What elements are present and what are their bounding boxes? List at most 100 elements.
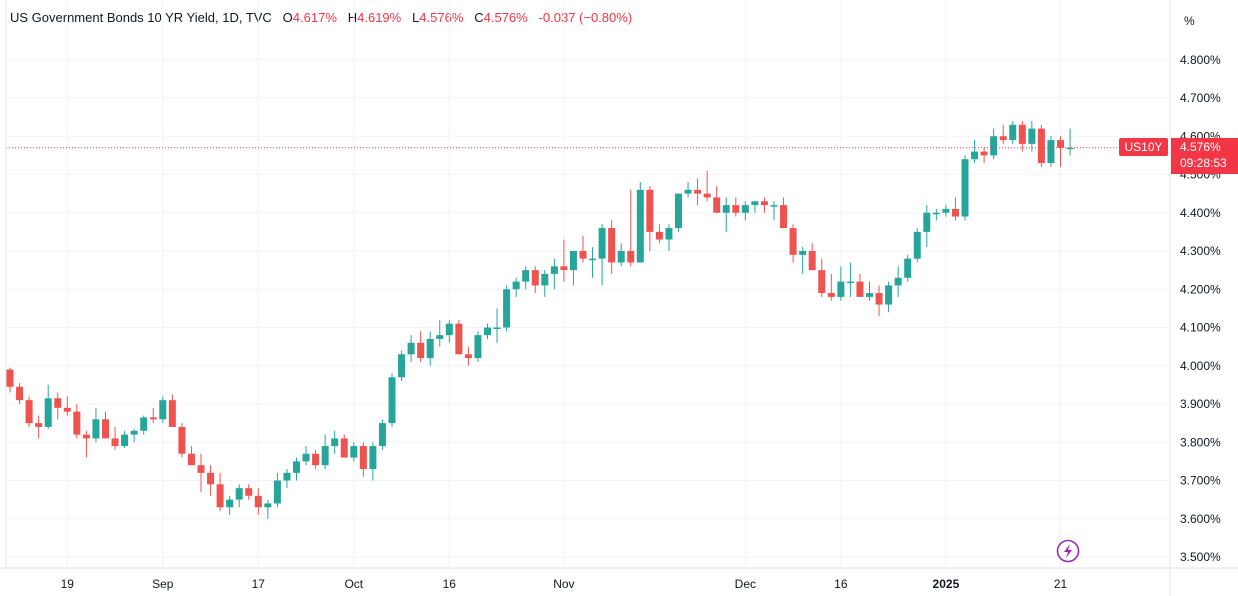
- candle-body: [235, 488, 243, 500]
- candle: [808, 243, 816, 271]
- time-tick-label: 21: [1054, 577, 1068, 591]
- candle-body: [350, 446, 358, 458]
- candle-body: [646, 189, 654, 232]
- candle-body: [407, 342, 415, 355]
- price-unit-label[interactable]: %: [1184, 14, 1195, 28]
- candle: [608, 220, 616, 274]
- candle: [980, 147, 988, 164]
- candle: [760, 197, 768, 213]
- candle: [990, 128, 998, 160]
- candle: [522, 266, 530, 290]
- candle-body: [226, 499, 234, 508]
- candle-body: [436, 335, 444, 339]
- candle-body: [961, 159, 969, 217]
- candle-body: [359, 446, 367, 470]
- low-value: 4.576%: [419, 10, 464, 25]
- candle-body: [302, 453, 310, 462]
- price-tick-label: 3.900%: [1180, 397, 1221, 411]
- candle: [178, 423, 186, 458]
- symbol-title: US Government Bonds 10 YR Yield, 1D, TVC: [10, 10, 272, 25]
- high-value: 4.619%: [357, 10, 402, 25]
- candle: [770, 201, 778, 221]
- candle-body: [894, 277, 902, 286]
- candle-body: [770, 205, 778, 207]
- candle: [159, 396, 167, 424]
- candle-body: [159, 400, 167, 420]
- candle: [16, 382, 24, 404]
- candle: [35, 415, 43, 439]
- candle: [942, 205, 950, 217]
- candle: [751, 201, 759, 213]
- candle: [331, 430, 339, 454]
- candle: [1018, 120, 1026, 152]
- time-tick-label: 17: [252, 577, 266, 591]
- candle: [340, 434, 348, 458]
- candle: [655, 224, 663, 244]
- close-value: 4.576%: [483, 10, 528, 25]
- candle: [675, 193, 682, 232]
- candle: [971, 140, 979, 164]
- candle-body: [560, 266, 568, 271]
- candle-body: [35, 423, 43, 427]
- candle: [283, 469, 291, 489]
- candle: [149, 407, 157, 424]
- time-axis[interactable]: 19 Sep 17 Oct 16 Nov Dec 16 2025 21: [61, 577, 1068, 591]
- candle: [398, 350, 406, 382]
- candle: [961, 155, 969, 221]
- candle: [273, 472, 281, 508]
- candle: [197, 453, 205, 492]
- candle-body: [627, 251, 635, 263]
- candle: [722, 197, 730, 232]
- price-tick-label: 4.700%: [1180, 91, 1221, 105]
- candle: [102, 411, 109, 439]
- candle: [885, 281, 893, 313]
- candle: [92, 407, 100, 443]
- candle: [799, 247, 807, 274]
- candle: [321, 434, 329, 470]
- candle-body: [1037, 128, 1045, 164]
- candle-body: [378, 423, 386, 447]
- price-axis[interactable]: 3.500% 3.600% 3.700% 3.800% 3.900% 4.000% 4.10…: [1180, 53, 1221, 564]
- candle-body: [207, 472, 215, 485]
- candle-body: [417, 342, 425, 359]
- candle-body: [856, 281, 864, 297]
- candle: [503, 285, 511, 332]
- candle: [493, 308, 501, 343]
- candle-body: [531, 270, 539, 286]
- candle-body: [455, 323, 463, 355]
- candle-body: [197, 465, 205, 473]
- candle-body: [82, 434, 90, 439]
- candle: [932, 208, 940, 221]
- chart-legend: US Government Bonds 10 YR Yield, 1D, TVC…: [10, 10, 632, 25]
- candle-body: [522, 270, 530, 282]
- time-tick-label: 16: [443, 577, 457, 591]
- candle-body: [694, 189, 702, 194]
- candle: [741, 201, 749, 221]
- candle: [1057, 136, 1064, 167]
- candle: [904, 254, 912, 282]
- candle-body: [426, 338, 434, 359]
- candle-body: [321, 446, 329, 466]
- candle-body: [445, 323, 453, 336]
- candle: [818, 258, 826, 297]
- candle-body: [312, 453, 320, 466]
- candle-body: [846, 281, 854, 284]
- candle-body: [655, 231, 663, 240]
- candle-body: [818, 270, 826, 294]
- candle-body: [293, 461, 300, 473]
- time-tick-label: Oct: [344, 577, 363, 591]
- candle: [569, 251, 577, 286]
- candle-body: [484, 327, 491, 336]
- candle: [512, 277, 520, 297]
- candle-body: [44, 398, 52, 427]
- candle-body: [1018, 124, 1026, 144]
- candle: [531, 266, 539, 294]
- candle-body: [25, 400, 33, 424]
- time-tick-label: Nov: [553, 577, 574, 591]
- last-price-badge: US10Y 4.576% 09:28:53: [1119, 138, 1238, 174]
- lightning-icon[interactable]: [1056, 539, 1080, 563]
- price-tick-label: 4.100%: [1180, 321, 1221, 335]
- change-value: -0.037 (−0.80%): [538, 10, 633, 25]
- price-tick-label: 4.300%: [1180, 244, 1221, 258]
